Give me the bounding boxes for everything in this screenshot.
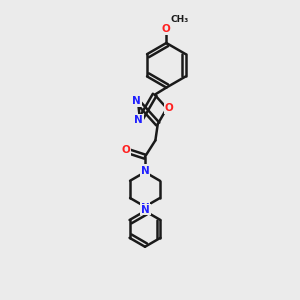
Text: O: O (121, 145, 130, 155)
Text: O: O (165, 103, 174, 113)
Text: CH₃: CH₃ (170, 15, 188, 24)
Text: N: N (141, 166, 149, 176)
Text: N: N (141, 205, 150, 214)
Text: O: O (162, 24, 171, 34)
Text: N: N (134, 115, 143, 125)
Text: N: N (132, 96, 141, 106)
Text: N: N (141, 202, 149, 212)
Text: N: N (141, 165, 149, 175)
